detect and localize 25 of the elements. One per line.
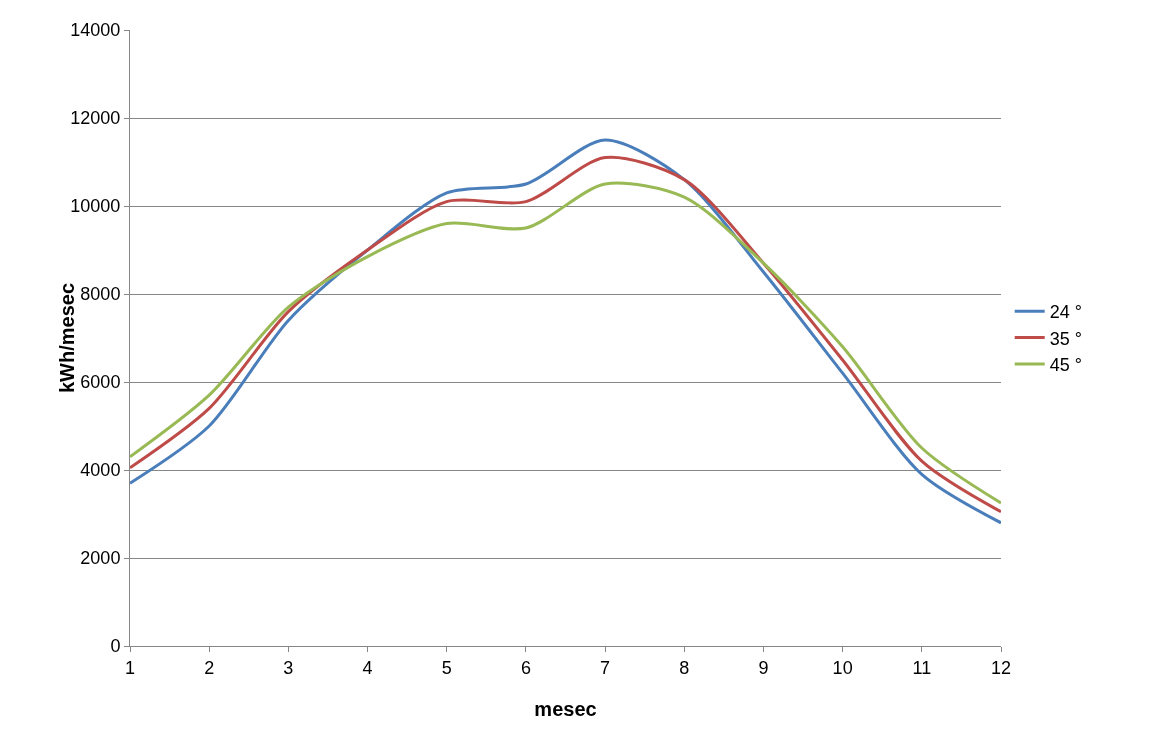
y-tick-label: 6000 — [80, 372, 121, 393]
x-tick-label: 11 — [912, 657, 932, 678]
x-tick-label: 2 — [204, 657, 215, 678]
y-tick-label: 14000 — [70, 20, 121, 41]
x-tick-label: 10 — [832, 657, 853, 678]
y-tick-label: 8000 — [80, 284, 121, 305]
x-tick-label: 1 — [124, 657, 136, 678]
y-tick-label: 2000 — [80, 548, 121, 569]
x-tick-label: 3 — [283, 657, 294, 678]
x-tick-label: 4 — [362, 657, 373, 678]
x-tick-label: 8 — [679, 657, 690, 678]
legend-label: 35 ° — [1049, 328, 1082, 349]
x-tick-label: 7 — [600, 657, 611, 678]
x-tick-label: 12 — [990, 657, 1012, 678]
y-tick-label: 0 — [110, 636, 121, 657]
x-tick-label: 6 — [520, 657, 531, 678]
y-tick-label: 12000 — [70, 108, 121, 129]
x-axis-title: mesec — [534, 698, 597, 720]
x-tick-label: 5 — [441, 657, 452, 678]
x-tick-label: 9 — [758, 657, 769, 678]
legend-label: 45 ° — [1049, 355, 1082, 376]
y-tick-label: 10000 — [70, 196, 121, 217]
legend-label: 24 ° — [1049, 302, 1082, 323]
y-axis-title: kWh/mesec — [56, 282, 79, 394]
y-tick-label: 4000 — [80, 460, 121, 481]
